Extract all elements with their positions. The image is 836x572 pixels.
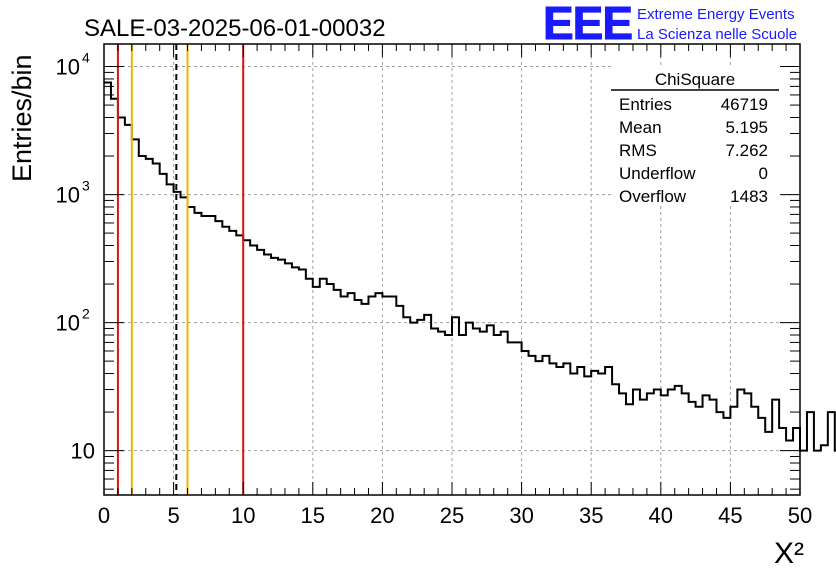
- y-tick-exponent: 3: [82, 178, 90, 194]
- x-tick-label: 45: [718, 503, 742, 528]
- y-tick-label: 10: [71, 439, 95, 464]
- eee-logo: EEE Extreme Energy Events La Scienza nel…: [543, 0, 798, 50]
- stats-title: ChiSquare: [655, 70, 735, 89]
- y-tick-exponent: 4: [82, 50, 90, 66]
- y-tick-exponent: 2: [82, 306, 90, 322]
- x-axis-label: X²: [774, 537, 804, 570]
- x-tick-label: 40: [649, 503, 673, 528]
- vertical-marker-lines: [116, 44, 245, 495]
- y-axis-label: Entries/bin: [7, 54, 37, 182]
- y-tick-label: 10: [56, 55, 80, 80]
- x-tick-label: 20: [370, 503, 394, 528]
- stats-value-overflow: 1483: [730, 187, 768, 206]
- x-tick-label: 5: [167, 503, 179, 528]
- stats-label-rms: RMS: [619, 141, 657, 160]
- logo-line-2: La Scienza nelle Scuole: [637, 26, 797, 43]
- x-tick-label: 30: [509, 503, 533, 528]
- stats-label-mean: Mean: [619, 118, 662, 137]
- stats-label-underflow: Underflow: [619, 164, 696, 183]
- x-tick-label: 15: [301, 503, 325, 528]
- stats-value-entries: 46719: [721, 95, 768, 114]
- stats-label-overflow: Overflow: [619, 187, 687, 206]
- stats-value-mean: 5.195: [725, 118, 768, 137]
- stats-value-underflow: 0: [759, 164, 768, 183]
- y-tick-label: 10: [56, 311, 80, 336]
- y-tick-label: 10: [56, 183, 80, 208]
- stats-value-rms: 7.262: [725, 141, 768, 160]
- x-tick-label: 25: [440, 503, 464, 528]
- stats-label-entries: Entries: [619, 95, 672, 114]
- x-tick-label: 0: [98, 503, 110, 528]
- stats-box-background: [611, 65, 779, 206]
- stats-box: ChiSquare Entries 46719 Mean 5.195 RMS 7…: [611, 65, 779, 206]
- x-tick-label: 50: [788, 503, 812, 528]
- x-tick-label: 10: [231, 503, 255, 528]
- histogram-series: [104, 81, 836, 452]
- x-tick-label: 35: [579, 503, 603, 528]
- eee-logo-text: EEE: [543, 0, 632, 49]
- histogram-outline: [104, 81, 836, 452]
- logo-line-1: Extreme Energy Events: [637, 6, 795, 23]
- run-title: SALE-03-2025-06-01-00032: [84, 15, 386, 42]
